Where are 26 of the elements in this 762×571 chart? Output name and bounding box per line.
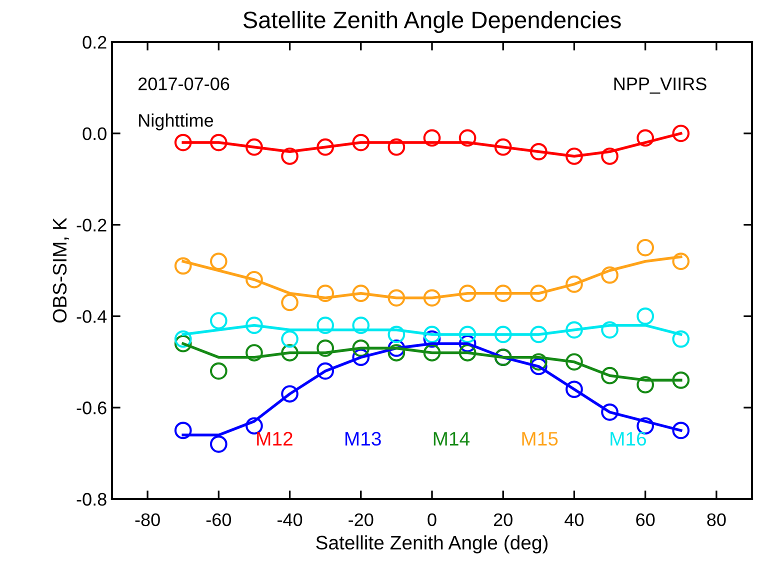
text: M14 xyxy=(434,432,470,446)
text: M15 xyxy=(522,432,558,446)
x-axis-title: Satellite Zenith Angle (deg) xyxy=(316,535,548,554)
x-tick-label: 0 xyxy=(428,513,436,526)
x-tick-label: -40 xyxy=(278,513,302,526)
y-tick-label: 0.0 xyxy=(82,127,106,140)
y-tick-label: -0.4 xyxy=(76,310,107,323)
y-tick-label: -0.6 xyxy=(76,402,106,414)
text: M12 xyxy=(257,432,292,446)
x-tick-label: -20 xyxy=(348,513,374,526)
text: M13 xyxy=(346,432,381,446)
text: M16 xyxy=(610,432,646,446)
annotation: NPP_VIIRS xyxy=(614,77,706,94)
annotation: 2017-07-06 xyxy=(138,77,230,90)
chart-title: Satellite Zenith Angle Dependencies xyxy=(243,11,621,34)
x-tick-label: -60 xyxy=(206,513,232,526)
x-tick-label: 80 xyxy=(707,513,726,526)
y-tick-label: -0.8 xyxy=(76,492,106,506)
y-tick-label: 0.2 xyxy=(82,36,106,49)
x-tick-label: 60 xyxy=(636,513,655,526)
y-axis-title: OBS-SIM, K xyxy=(52,218,69,323)
x-tick-label: 40 xyxy=(564,513,584,526)
annotation: Nighttime xyxy=(139,114,214,130)
y-tick-label: -0.2 xyxy=(76,218,106,232)
x-tick-label: 20 xyxy=(494,513,512,526)
x-tick-label: -80 xyxy=(135,513,160,526)
